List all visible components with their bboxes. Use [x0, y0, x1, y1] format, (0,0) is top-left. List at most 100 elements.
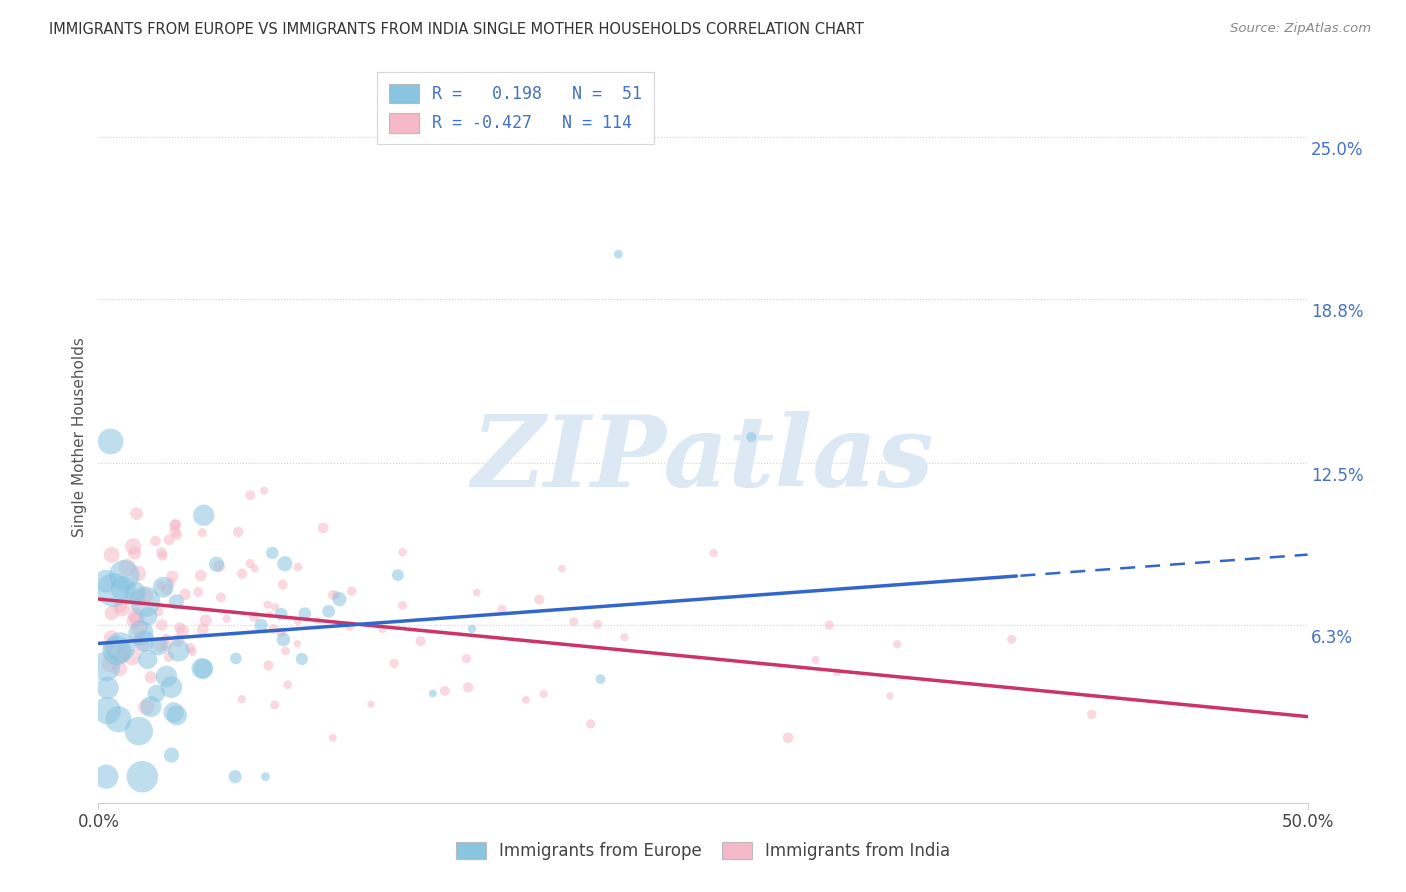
Text: 18.8%: 18.8%: [1312, 302, 1364, 321]
Point: [150, 545, 173, 559]
Point: [139, 699, 162, 714]
Y-axis label: Single Mother Households: Single Mother Households: [72, 337, 87, 537]
Point: [325, 588, 347, 602]
Point: [312, 521, 335, 535]
Point: [96, 770, 118, 784]
Point: [409, 634, 432, 648]
Point: [163, 524, 186, 539]
Point: [131, 770, 153, 784]
Point: [287, 560, 309, 574]
Point: [433, 684, 456, 698]
Point: [167, 643, 190, 657]
Point: [166, 528, 188, 542]
Point: [149, 640, 172, 654]
Point: [271, 577, 294, 591]
Point: [122, 540, 145, 554]
Point: [169, 621, 191, 635]
Point: [156, 582, 179, 597]
Point: [778, 731, 800, 745]
Point: [491, 602, 513, 616]
Point: [97, 640, 120, 654]
Point: [110, 599, 132, 614]
Point: [127, 633, 149, 648]
Point: [162, 569, 184, 583]
Point: [579, 717, 602, 731]
Point: [465, 585, 488, 599]
Point: [277, 678, 299, 692]
Point: [740, 430, 762, 444]
Point: [127, 591, 149, 606]
Text: Source: ZipAtlas.com: Source: ZipAtlas.com: [1230, 22, 1371, 36]
Text: ZIPatlas: ZIPatlas: [472, 411, 934, 508]
Point: [100, 606, 122, 620]
Point: [112, 582, 135, 596]
Point: [328, 592, 350, 607]
Point: [181, 644, 204, 658]
Point: [191, 623, 214, 637]
Point: [110, 640, 132, 654]
Point: [136, 609, 159, 624]
Point: [100, 631, 122, 645]
Point: [163, 518, 186, 533]
Point: [125, 611, 148, 625]
Point: [264, 600, 287, 615]
Point: [129, 626, 152, 640]
Point: [166, 633, 188, 648]
Point: [239, 488, 262, 502]
Point: [360, 697, 382, 711]
Point: [150, 618, 173, 632]
Point: [291, 652, 314, 666]
Text: 25.0%: 25.0%: [1312, 141, 1364, 159]
Point: [155, 669, 177, 683]
Point: [243, 609, 266, 624]
Point: [105, 643, 128, 657]
Point: [205, 557, 228, 571]
Point: [100, 548, 122, 562]
Text: IMMIGRANTS FROM EUROPE VS IMMIGRANTS FROM INDIA SINGLE MOTHER HOUSEHOLDS CORRELA: IMMIGRANTS FROM EUROPE VS IMMIGRANTS FRO…: [49, 22, 865, 37]
Point: [125, 507, 148, 521]
Point: [274, 557, 297, 571]
Point: [274, 644, 297, 658]
Point: [155, 632, 177, 646]
Point: [263, 622, 285, 636]
Point: [391, 545, 413, 559]
Point: [387, 568, 409, 582]
Point: [1080, 707, 1102, 722]
Point: [125, 608, 148, 623]
Point: [224, 770, 246, 784]
Point: [174, 587, 197, 601]
Point: [515, 693, 537, 707]
Point: [422, 686, 444, 700]
Point: [134, 589, 156, 603]
Point: [294, 607, 316, 621]
Point: [194, 614, 217, 628]
Point: [551, 561, 574, 575]
Point: [148, 639, 170, 653]
Point: [287, 614, 309, 628]
Point: [145, 534, 167, 549]
Point: [256, 598, 278, 612]
Point: [322, 588, 344, 602]
Point: [250, 618, 273, 632]
Point: [94, 574, 117, 589]
Point: [259, 607, 281, 622]
Point: [382, 657, 405, 671]
Point: [257, 658, 280, 673]
Point: [533, 687, 555, 701]
Point: [128, 621, 150, 635]
Point: [253, 483, 276, 498]
Point: [135, 700, 157, 714]
Point: [262, 546, 284, 560]
Point: [391, 599, 413, 613]
Point: [187, 585, 209, 599]
Point: [111, 640, 134, 655]
Point: [131, 638, 153, 652]
Point: [193, 508, 215, 523]
Point: [270, 607, 292, 621]
Point: [263, 698, 285, 712]
Point: [107, 712, 129, 726]
Point: [190, 568, 212, 582]
Point: [166, 708, 188, 723]
Point: [136, 652, 159, 666]
Point: [98, 657, 121, 671]
